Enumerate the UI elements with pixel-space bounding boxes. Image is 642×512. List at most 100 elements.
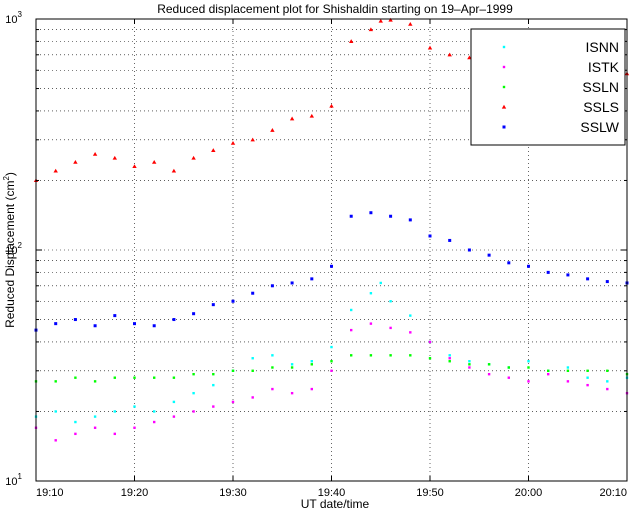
data-point-istk (507, 376, 510, 379)
data-point-sslw (566, 273, 570, 277)
data-point-ssln (566, 369, 570, 372)
data-point-isnn (369, 292, 373, 295)
data-point-isnn (330, 345, 333, 349)
data-point-ssls (250, 137, 255, 142)
data-point-istk (330, 369, 333, 372)
data-point-ssln (93, 380, 97, 383)
y-tick-base: 10 (5, 476, 17, 488)
data-point-sslw (251, 291, 255, 295)
data-point-istk (448, 357, 451, 360)
data-point-isnn (448, 354, 451, 357)
data-point-isnn (379, 281, 382, 285)
data-point-sslw (231, 299, 235, 303)
data-point-sslw (546, 270, 550, 274)
x-tick-label: 19:40 (318, 487, 346, 499)
data-point-ssln (192, 372, 195, 376)
data-point-ssln (330, 360, 333, 363)
data-point-istk (369, 322, 373, 325)
data-point-ssln (586, 369, 589, 372)
data-point-istk (586, 383, 589, 387)
data-point-istk (231, 400, 235, 404)
data-point-ssln (310, 363, 313, 366)
data-point-ssls (171, 168, 177, 173)
data-point-sslw (369, 211, 373, 215)
x-tick-label: 20:10 (599, 487, 627, 499)
y-tick-exponent: 2 (18, 241, 23, 250)
data-point-sslw (428, 234, 432, 238)
data-point-istk (54, 439, 57, 442)
data-point-ssln (172, 376, 176, 379)
data-point-sslw (507, 261, 511, 265)
y-tick-label: 102 (5, 241, 22, 257)
data-point-isnn (93, 415, 97, 418)
y-axis-label-sup: 2 (2, 176, 11, 181)
chart-title: Reduced displacement plot for Shishaldin… (157, 2, 513, 16)
data-point-isnn (409, 314, 412, 317)
data-point-sslw (408, 218, 412, 222)
data-point-isnn (566, 366, 570, 369)
data-point-sslw (448, 238, 452, 242)
data-point-sslw (605, 280, 609, 284)
y-tick-label: 101 (5, 472, 22, 488)
legend-marker-ssls (501, 104, 507, 109)
data-point-ssln (290, 366, 294, 369)
legend-label-ssln: SSLN (582, 79, 619, 95)
data-point-sslw (389, 214, 393, 218)
data-point-ssls (447, 52, 452, 57)
data-point-istk (290, 391, 294, 395)
data-point-istk (212, 405, 215, 408)
data-point-sslw (73, 318, 77, 322)
y-axis-label-text: Reduced Displacement (cm (3, 181, 17, 328)
data-point-istk (93, 426, 97, 429)
y-tick-exponent: 1 (18, 472, 23, 481)
x-tick-label: 20:00 (515, 487, 543, 499)
data-point-istk (389, 326, 392, 330)
data-point-istk (468, 366, 471, 369)
data-point-sslw (152, 324, 156, 328)
x-tick-label: 19:50 (416, 487, 444, 499)
data-point-ssln (212, 372, 215, 376)
data-point-sslw (487, 253, 491, 257)
data-point-istk (192, 410, 195, 413)
data-point-ssls (92, 151, 98, 156)
y-tick-base: 10 (5, 245, 17, 257)
data-point-isnn (468, 360, 471, 363)
data-point-sslw (192, 312, 196, 316)
data-point-ssls (112, 155, 117, 160)
data-point-sslw (113, 314, 117, 318)
data-point-istk (133, 426, 136, 429)
y-axis-label-close: ) (3, 172, 17, 176)
data-point-sslw (330, 264, 333, 268)
data-point-isnn (350, 308, 353, 312)
data-point-ssln (448, 360, 451, 363)
data-point-isnn (271, 354, 274, 357)
legend-marker-sslw (502, 125, 506, 129)
data-point-sslw (349, 214, 353, 218)
data-point-ssls (152, 159, 157, 164)
x-tick-label: 19:20 (121, 487, 149, 499)
legend-label-istk: ISTK (588, 59, 620, 75)
data-point-ssls (368, 27, 374, 32)
data-point-sslw (93, 324, 97, 328)
data-point-ssls (270, 128, 275, 132)
data-point-istk (350, 328, 353, 332)
data-point-ssls (289, 116, 295, 121)
data-point-ssls (427, 45, 433, 50)
data-point-istk (428, 340, 432, 344)
data-point-ssls (408, 21, 413, 26)
data-point-ssln (468, 363, 471, 366)
data-point-isnn (74, 420, 77, 424)
data-point-istk (487, 372, 491, 376)
data-point-isnn (251, 357, 254, 360)
data-point-ssls (388, 17, 393, 22)
data-point-ssln (547, 369, 550, 372)
x-tick-label: 19:10 (36, 487, 64, 499)
legend-box (470, 28, 626, 146)
data-point-ssln (428, 357, 432, 360)
legend-marker-ssln (502, 85, 506, 89)
data-point-sslw (290, 281, 294, 285)
data-point-ssln (54, 380, 57, 383)
data-point-ssls (349, 39, 354, 43)
data-point-ssln (487, 363, 491, 366)
